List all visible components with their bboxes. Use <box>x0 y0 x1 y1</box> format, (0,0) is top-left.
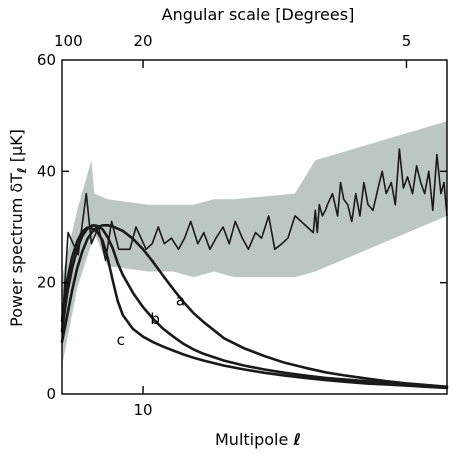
measured-data-line <box>61 148 448 328</box>
top-tick-label: 100 <box>54 32 83 50</box>
x-axis-ell-symbol: ℓ <box>292 430 301 449</box>
y-tick-label: 40 <box>37 162 56 180</box>
y-axis-title-subscript: ℓ <box>15 167 29 174</box>
top-axis-ticks: 1002053 <box>54 32 412 68</box>
model-curve-a <box>60 224 449 389</box>
top-tick-label: 5 <box>402 32 412 50</box>
plot-frame <box>61 59 448 395</box>
y-tick-label: 60 <box>37 51 56 69</box>
curve-label-c: c <box>117 331 125 349</box>
y-axis-title-unit: [μK] <box>7 129 26 167</box>
y-tick-label: 0 <box>46 385 56 403</box>
x-axis-ticks: 10 <box>134 386 153 419</box>
plot-area: ab c <box>60 121 449 390</box>
x-tick-label: 10 <box>134 401 153 419</box>
y-axis-title-text: Power spectrum δT <box>7 173 26 327</box>
uncertainty-band <box>62 121 447 367</box>
model-curve-c <box>60 226 449 390</box>
y-tick-label: 20 <box>37 274 56 292</box>
curve-label-b: b <box>150 310 160 328</box>
y-axis-title: Power spectrum δTℓ [μK] <box>7 129 29 327</box>
top-tick-label: 20 <box>134 32 153 50</box>
x-axis-title-text: Multipole <box>215 430 293 449</box>
y-axis-ticks: 0 20 40 60 <box>37 51 447 403</box>
top-axis-title: Angular scale [Degrees] <box>162 5 355 24</box>
curve-label-a: a <box>176 292 185 310</box>
x-axis-title: Multipole ℓ <box>215 430 301 449</box>
